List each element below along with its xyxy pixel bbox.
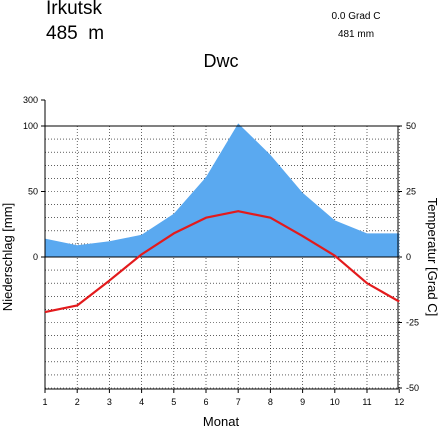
x-tick-label: 11 [362, 397, 371, 407]
x-tick-label: 7 [236, 397, 241, 407]
annual-precipitation: 481 mm [338, 29, 374, 40]
x-tick-label: 12 [394, 397, 404, 407]
x-tick-label: 9 [300, 397, 305, 407]
y-axis-label-left: Niederschlag [mm] [0, 203, 15, 311]
x-tick-label: 4 [139, 397, 144, 407]
temp-tick-label: 0 [406, 252, 411, 262]
temp-tick-label: -25 [406, 318, 419, 328]
precip-tick-label: 50 [28, 187, 38, 197]
precipitation-area-layer [45, 123, 400, 257]
climate-classification: Dwc [204, 51, 239, 71]
station-elevation: 485 m [46, 23, 104, 44]
precip-tick-label: 0 [33, 252, 38, 262]
temperature-line-layer [44, 210, 400, 314]
x-tick-label: 10 [330, 397, 340, 407]
precipitation-area [45, 123, 400, 257]
x-tick-label: 1 [42, 397, 47, 407]
station-name: Irkutsk [46, 0, 102, 19]
precip-tick-label: 100 [23, 121, 38, 131]
temp-tick-label: 25 [406, 187, 416, 197]
precip-tick-label: 300 [23, 95, 38, 105]
x-tick-label: 6 [203, 397, 208, 407]
x-tick-label: 8 [268, 397, 273, 407]
x-tick-label: 3 [107, 397, 112, 407]
x-tick-label: 2 [75, 397, 80, 407]
x-axis-label: Monat [203, 414, 240, 429]
temp-tick-label: 50 [406, 121, 416, 131]
grid-lines [44, 125, 400, 389]
temperature-line [44, 210, 400, 314]
mean-temperature: 0.0 Grad C [332, 11, 381, 22]
temp-tick-label: -50 [406, 383, 419, 393]
x-tick-label: 5 [171, 397, 176, 407]
y-axis-label-right: Temperatur [Grad C] [425, 198, 439, 317]
